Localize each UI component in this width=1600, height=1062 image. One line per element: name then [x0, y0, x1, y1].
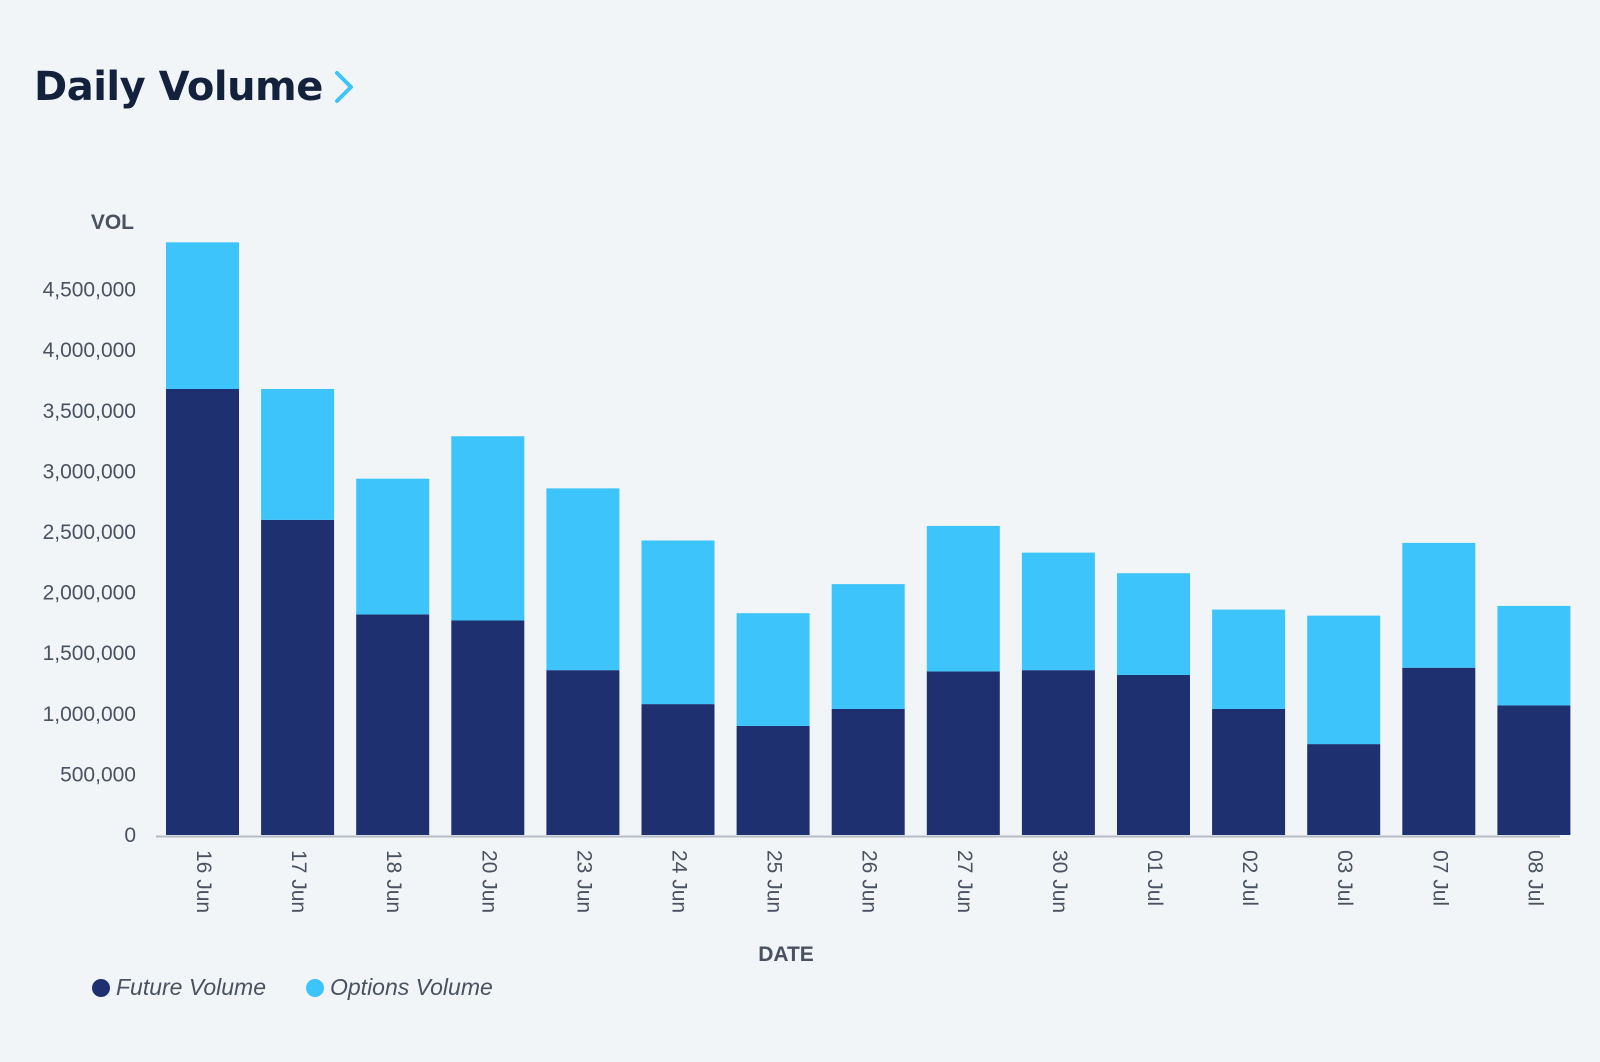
legend-item-options[interactable]: Options Volume [306, 974, 493, 1001]
bar-future-24-jun[interactable] [641, 704, 715, 835]
bar-options-18-jun[interactable] [356, 478, 430, 615]
bar-future-02-jul[interactable] [1212, 708, 1286, 835]
bar-future-25-jun[interactable] [736, 725, 810, 835]
x-tick-label: 08 Jul [1523, 850, 1546, 906]
bar-future-30-jun[interactable] [1021, 670, 1095, 835]
bar-future-23-jun[interactable] [546, 670, 620, 835]
bar-future-03-jul[interactable] [1307, 744, 1381, 835]
bar-options-01-jul[interactable] [1117, 573, 1190, 676]
y-tick-label: 0 [124, 824, 136, 847]
bar-options-24-jun[interactable] [641, 540, 715, 705]
bar-future-18-jun[interactable] [356, 614, 430, 835]
legend-swatch-options [306, 978, 324, 997]
bar-future-07-jul[interactable] [1402, 667, 1476, 835]
x-tick-label: 27 Jun [953, 850, 976, 913]
y-tick-label: 1,500,000 [43, 642, 136, 665]
bar-options-27-jun[interactable] [926, 525, 1000, 672]
chevron-right-icon[interactable] [333, 70, 355, 104]
x-tick-label: 03 Jul [1333, 850, 1356, 906]
bar-options-03-jul[interactable] [1307, 615, 1381, 745]
y-tick-label: 4,500,000 [43, 279, 136, 302]
bar-options-07-jul[interactable] [1402, 542, 1476, 668]
bar-options-25-jun[interactable] [736, 613, 810, 726]
x-tick-label: 24 Jun [667, 850, 690, 913]
x-tick-label: 30 Jun [1048, 850, 1071, 913]
bar-future-01-jul[interactable] [1117, 675, 1190, 835]
x-tick-label: 20 Jun [477, 850, 500, 913]
legend-label-future: Future Volume [116, 974, 266, 1000]
x-tick-label: 02 Jul [1238, 850, 1261, 906]
bar-options-26-jun[interactable] [831, 584, 905, 709]
bar-future-16-jun[interactable] [166, 388, 239, 835]
legend-swatch-future [92, 978, 110, 997]
x-tick-label: 25 Jun [763, 850, 786, 913]
bar-future-27-jun[interactable] [926, 671, 1000, 835]
bar-future-26-jun[interactable] [831, 708, 905, 835]
x-tick-label: 07 Jul [1428, 850, 1451, 906]
bar-future-08-jul[interactable] [1497, 705, 1571, 835]
y-tick-label: 1,000,000 [43, 703, 136, 726]
legend: Future Volume Options Volume [92, 974, 493, 1001]
bar-options-20-jun[interactable] [451, 436, 525, 621]
legend-label-options: Options Volume [330, 974, 493, 1000]
x-tick-label: 16 Jun [192, 850, 215, 913]
y-tick-label: 2,500,000 [43, 521, 136, 544]
legend-item-future[interactable]: Future Volume [92, 974, 266, 1001]
bar-future-17-jun[interactable] [261, 519, 335, 835]
bar-options-30-jun[interactable] [1021, 552, 1095, 671]
bar-options-23-jun[interactable] [546, 488, 620, 671]
y-axis-label: VOL [91, 211, 134, 234]
bar-options-16-jun[interactable] [166, 242, 239, 389]
x-tick-label: 17 Jun [287, 850, 310, 913]
bar-options-08-jul[interactable] [1497, 605, 1571, 706]
y-tick-label: 3,000,000 [43, 460, 136, 483]
x-tick-label: 26 Jun [858, 850, 881, 913]
x-axis-label: DATE [758, 943, 814, 966]
bar-future-20-jun[interactable] [451, 620, 525, 835]
y-tick-label: 2,000,000 [43, 582, 136, 605]
y-tick-label: 3,500,000 [43, 400, 136, 423]
x-tick-label: 23 Jun [572, 850, 595, 913]
y-tick-label: 4,000,000 [43, 339, 136, 362]
bar-options-02-jul[interactable] [1212, 609, 1286, 709]
x-tick-label: 18 Jun [382, 850, 405, 913]
y-tick-label: 500,000 [60, 763, 136, 786]
chart-title[interactable]: Daily Volume [34, 64, 323, 110]
chart-header[interactable]: Daily Volume [34, 64, 355, 110]
x-tick-label: 01 Jul [1143, 850, 1166, 906]
bar-options-17-jun[interactable] [261, 388, 335, 520]
